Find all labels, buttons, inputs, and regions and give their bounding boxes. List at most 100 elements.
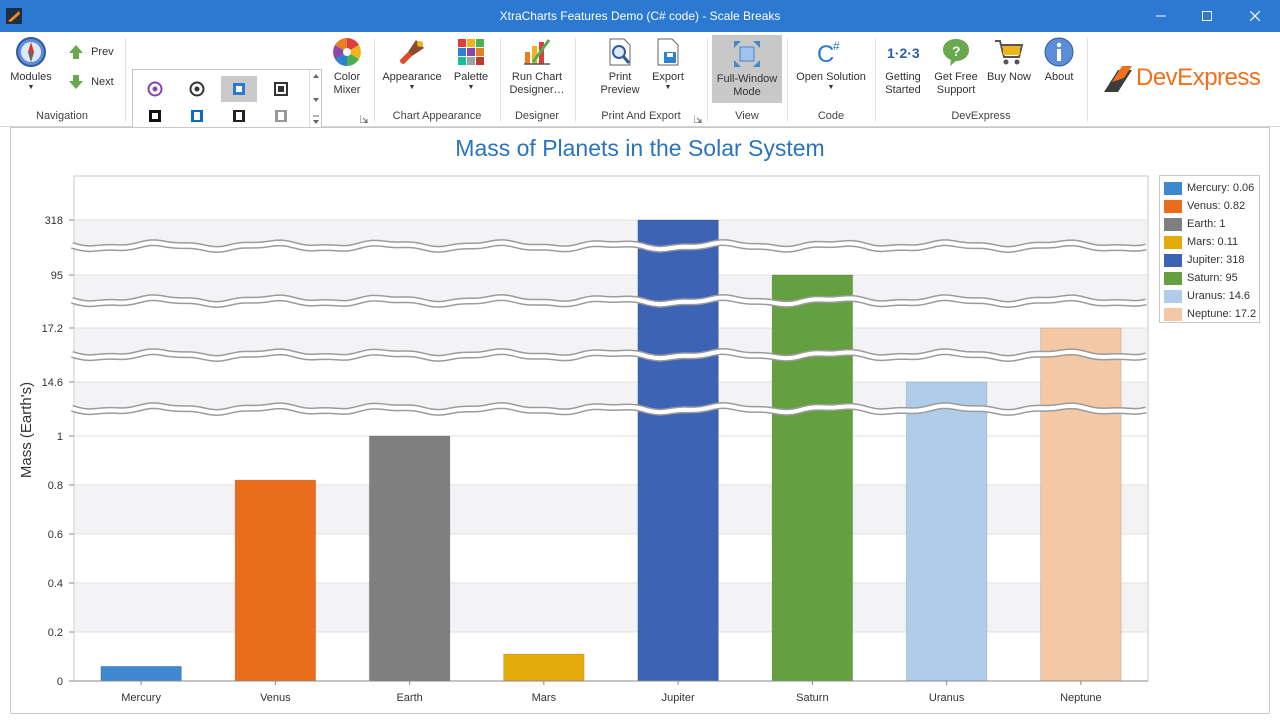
print-export-group-label: Print And Export bbox=[601, 110, 681, 122]
legend-swatch bbox=[1164, 289, 1182, 303]
legend-item: Jupiter: 318 bbox=[1164, 251, 1244, 269]
color-mixer-button[interactable]: Color Mixer bbox=[326, 36, 368, 102]
separator bbox=[1087, 38, 1088, 122]
bar-jupiter[interactable] bbox=[637, 219, 719, 682]
bar-neptune[interactable] bbox=[1040, 327, 1122, 682]
y-tick-label: 14.6 bbox=[42, 377, 63, 389]
next-label: Next bbox=[91, 75, 114, 88]
gallery-item[interactable] bbox=[263, 76, 299, 102]
legend-label: Mars: 0.11 bbox=[1187, 236, 1239, 248]
gallery-item[interactable] bbox=[137, 103, 173, 129]
bar-venus[interactable] bbox=[234, 479, 317, 682]
color-mixer-label: Color Mixer bbox=[333, 71, 361, 96]
about-button[interactable]: About bbox=[1036, 36, 1082, 106]
next-button[interactable]: Next bbox=[68, 74, 118, 94]
minimize-button[interactable] bbox=[1138, 0, 1184, 32]
bar-mars[interactable] bbox=[503, 653, 585, 682]
open-solution-button[interactable]: C # Open Solution ▼ bbox=[792, 36, 870, 106]
group-chart-appearance: Appearance ▼ Palette ▼ Chart Appearance bbox=[375, 32, 499, 127]
legend-label: Saturn: 95 bbox=[1187, 272, 1238, 284]
paint-brush-icon bbox=[400, 40, 424, 64]
group-navigation: Modules ▼ Prev Next Navigation bbox=[0, 32, 124, 127]
y-axis-title: Mass (Earth's) bbox=[18, 382, 35, 478]
get-free-support-button[interactable]: ? Get Free Support bbox=[930, 36, 982, 106]
theme-icon bbox=[233, 110, 245, 122]
bar-saturn[interactable] bbox=[771, 274, 854, 682]
chart-designer-icon bbox=[524, 39, 551, 65]
gallery-item[interactable] bbox=[179, 76, 215, 102]
maximize-icon bbox=[1202, 11, 1212, 21]
scale-breaks bbox=[71, 239, 1147, 417]
separator bbox=[125, 38, 126, 122]
x-tick-label: Mercury bbox=[121, 692, 161, 704]
gallery-item[interactable] bbox=[137, 76, 173, 102]
title-bar: XtraCharts Features Demo (C# code) - Sca… bbox=[0, 0, 1280, 32]
legend-swatch bbox=[1164, 217, 1182, 231]
getting-started-button[interactable]: 1·2·3 Getting Started bbox=[878, 36, 928, 106]
print-preview-button[interactable]: Print Preview bbox=[596, 36, 644, 106]
run-chart-designer-label: Run Chart Designer… bbox=[509, 71, 565, 96]
modules-button[interactable]: Modules ▼ bbox=[4, 36, 58, 102]
legend-label: Uranus: 14.6 bbox=[1187, 290, 1250, 302]
color-wheel-icon bbox=[333, 38, 361, 66]
dropdown-arrow-icon: ▼ bbox=[408, 84, 416, 91]
getting-started-label: Getting Started bbox=[885, 71, 921, 96]
y-tick-label: 0.8 bbox=[48, 480, 63, 492]
y-tick-label: 1 bbox=[57, 431, 63, 443]
gallery-item[interactable] bbox=[263, 103, 299, 129]
y-tick-label: 17.2 bbox=[42, 323, 63, 335]
svg-text:1·2·3: 1·2·3 bbox=[887, 45, 919, 61]
run-chart-designer-button[interactable]: Run Chart Designer… bbox=[505, 36, 569, 106]
gallery-item[interactable] bbox=[179, 103, 215, 129]
window-title: XtraCharts Features Demo (C# code) - Sca… bbox=[499, 9, 781, 23]
group-view: Full-Window Mode View bbox=[708, 32, 786, 127]
scale-break bbox=[71, 240, 1147, 252]
bar-earth[interactable] bbox=[368, 435, 451, 682]
open-solution-label: Open Solution bbox=[796, 71, 866, 83]
theme-icon bbox=[233, 83, 245, 95]
palette-button[interactable]: Palette ▼ bbox=[449, 36, 493, 106]
code-group-label: Code bbox=[817, 110, 845, 122]
dropdown-arrow-icon: ▼ bbox=[27, 84, 35, 91]
y-tick-label: 0.6 bbox=[48, 529, 63, 541]
separator bbox=[787, 38, 788, 122]
x-tick-label: Saturn bbox=[796, 692, 828, 704]
chart-appearance-group-label: Chart Appearance bbox=[392, 110, 482, 122]
logo-icon bbox=[1104, 66, 1132, 92]
group-designer: Run Chart Designer… Designer bbox=[501, 32, 573, 127]
palette-label: Palette bbox=[453, 71, 489, 83]
separator bbox=[374, 38, 375, 122]
full-window-mode-label: Full-Window Mode bbox=[716, 73, 778, 98]
buy-now-button[interactable]: Buy Now bbox=[984, 36, 1034, 106]
print-preview-icon bbox=[609, 38, 631, 66]
gallery-item[interactable] bbox=[221, 103, 257, 129]
legend-item: Mercury: 0.06 bbox=[1164, 179, 1254, 197]
y-tick-label: 95 bbox=[51, 270, 63, 282]
bar-mercury[interactable] bbox=[100, 665, 182, 682]
bar-uranus[interactable] bbox=[905, 381, 988, 682]
separator bbox=[707, 38, 708, 122]
close-button[interactable] bbox=[1232, 0, 1278, 32]
close-icon bbox=[1250, 11, 1260, 21]
export-button[interactable]: Export ▼ bbox=[646, 36, 690, 106]
full-window-mode-button[interactable]: Full-Window Mode bbox=[712, 35, 782, 103]
dropdown-arrow-icon: ▼ bbox=[467, 84, 475, 91]
svg-text:#: # bbox=[833, 39, 840, 53]
prev-button[interactable]: Prev bbox=[68, 44, 118, 64]
about-label: About bbox=[1044, 71, 1074, 83]
full-window-icon bbox=[734, 41, 760, 67]
maximize-button[interactable] bbox=[1184, 0, 1230, 32]
legend-item: Uranus: 14.6 bbox=[1164, 287, 1250, 305]
csharp-icon: C # bbox=[817, 39, 840, 68]
legend-item: Neptune: 17.2 bbox=[1164, 305, 1256, 323]
gallery-scrollbar[interactable] bbox=[309, 70, 321, 132]
gallery-item-selected[interactable] bbox=[221, 76, 257, 102]
svg-text:?: ? bbox=[952, 43, 961, 59]
arrow-up-icon bbox=[69, 45, 83, 59]
navigation-group-label: Navigation bbox=[36, 110, 88, 122]
theme-icon bbox=[189, 81, 205, 97]
legend-swatch bbox=[1164, 235, 1182, 249]
appearance-button[interactable]: Appearance ▼ bbox=[381, 36, 443, 106]
theme-icon bbox=[147, 81, 163, 97]
x-tick-label: Venus bbox=[260, 692, 291, 704]
